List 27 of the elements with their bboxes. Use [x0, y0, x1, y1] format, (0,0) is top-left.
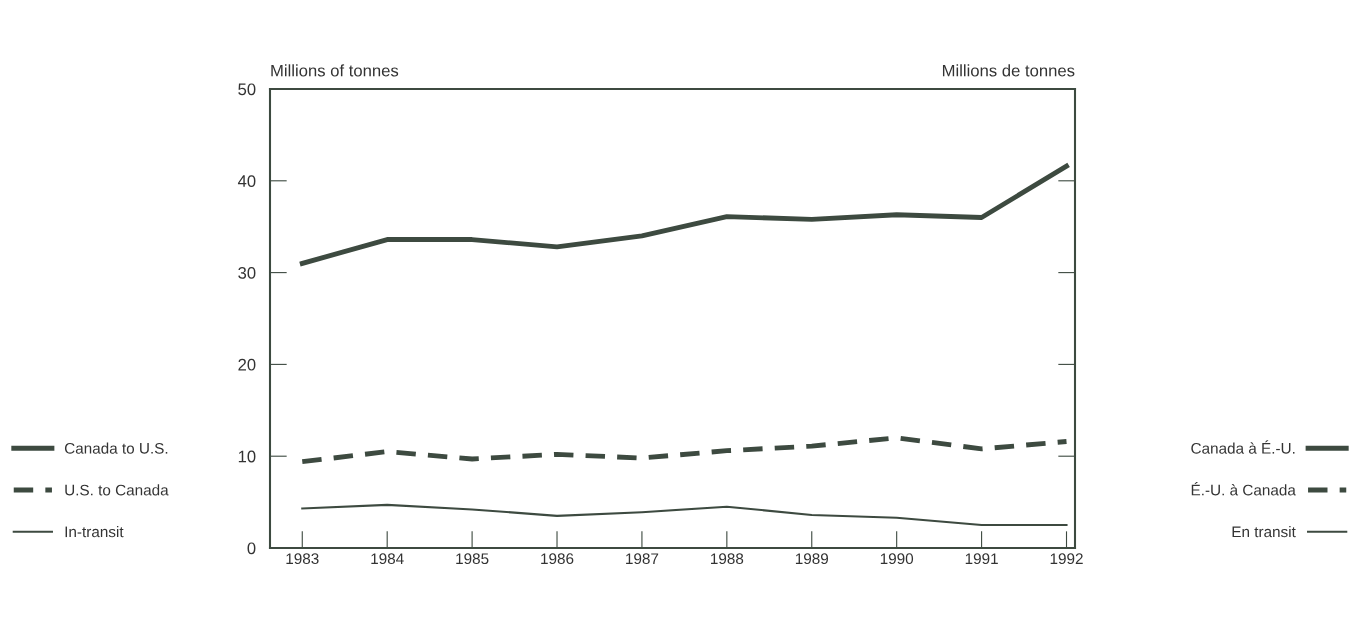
x-tick-label: 1992	[1050, 553, 1083, 565]
x-tick-label: 1989	[795, 553, 829, 565]
x-tick-label: 1990	[880, 553, 914, 565]
legend-label: Canada to U.S.	[64, 442, 168, 454]
x-tick-label: 1983	[286, 553, 319, 565]
y2-axis-title: Millions de tonnes	[942, 64, 1075, 77]
text: Canada à É.-U.	[1191, 440, 1295, 454]
y-tick-label: 50	[238, 83, 256, 96]
x-tick-label: 1986	[541, 553, 574, 565]
x-tick-label: 1985	[456, 553, 489, 565]
y-tick-label: 30	[238, 267, 256, 279]
legend-label: In-transit	[65, 526, 124, 538]
x-tick-label: 1987	[626, 553, 659, 565]
text: É.-U. à Canada	[1191, 482, 1296, 496]
x-tick-label: 1991	[965, 553, 998, 565]
legend-label: U.S. to Canada	[65, 484, 169, 496]
y-tick-label: 20	[238, 358, 256, 371]
y-axis-title: Millions of tonnes	[271, 64, 399, 77]
x-tick-label: 1984	[371, 553, 404, 565]
y-tick-label: 0	[247, 542, 256, 555]
y-tick-label: 40	[237, 175, 256, 187]
y-tick-label: 10	[238, 450, 256, 463]
line-series	[299, 163, 1069, 266]
x-tick-label: 1988	[711, 553, 744, 565]
line-series	[301, 503, 1068, 527]
line-series	[299, 435, 1069, 465]
text: En transit	[1232, 526, 1296, 538]
